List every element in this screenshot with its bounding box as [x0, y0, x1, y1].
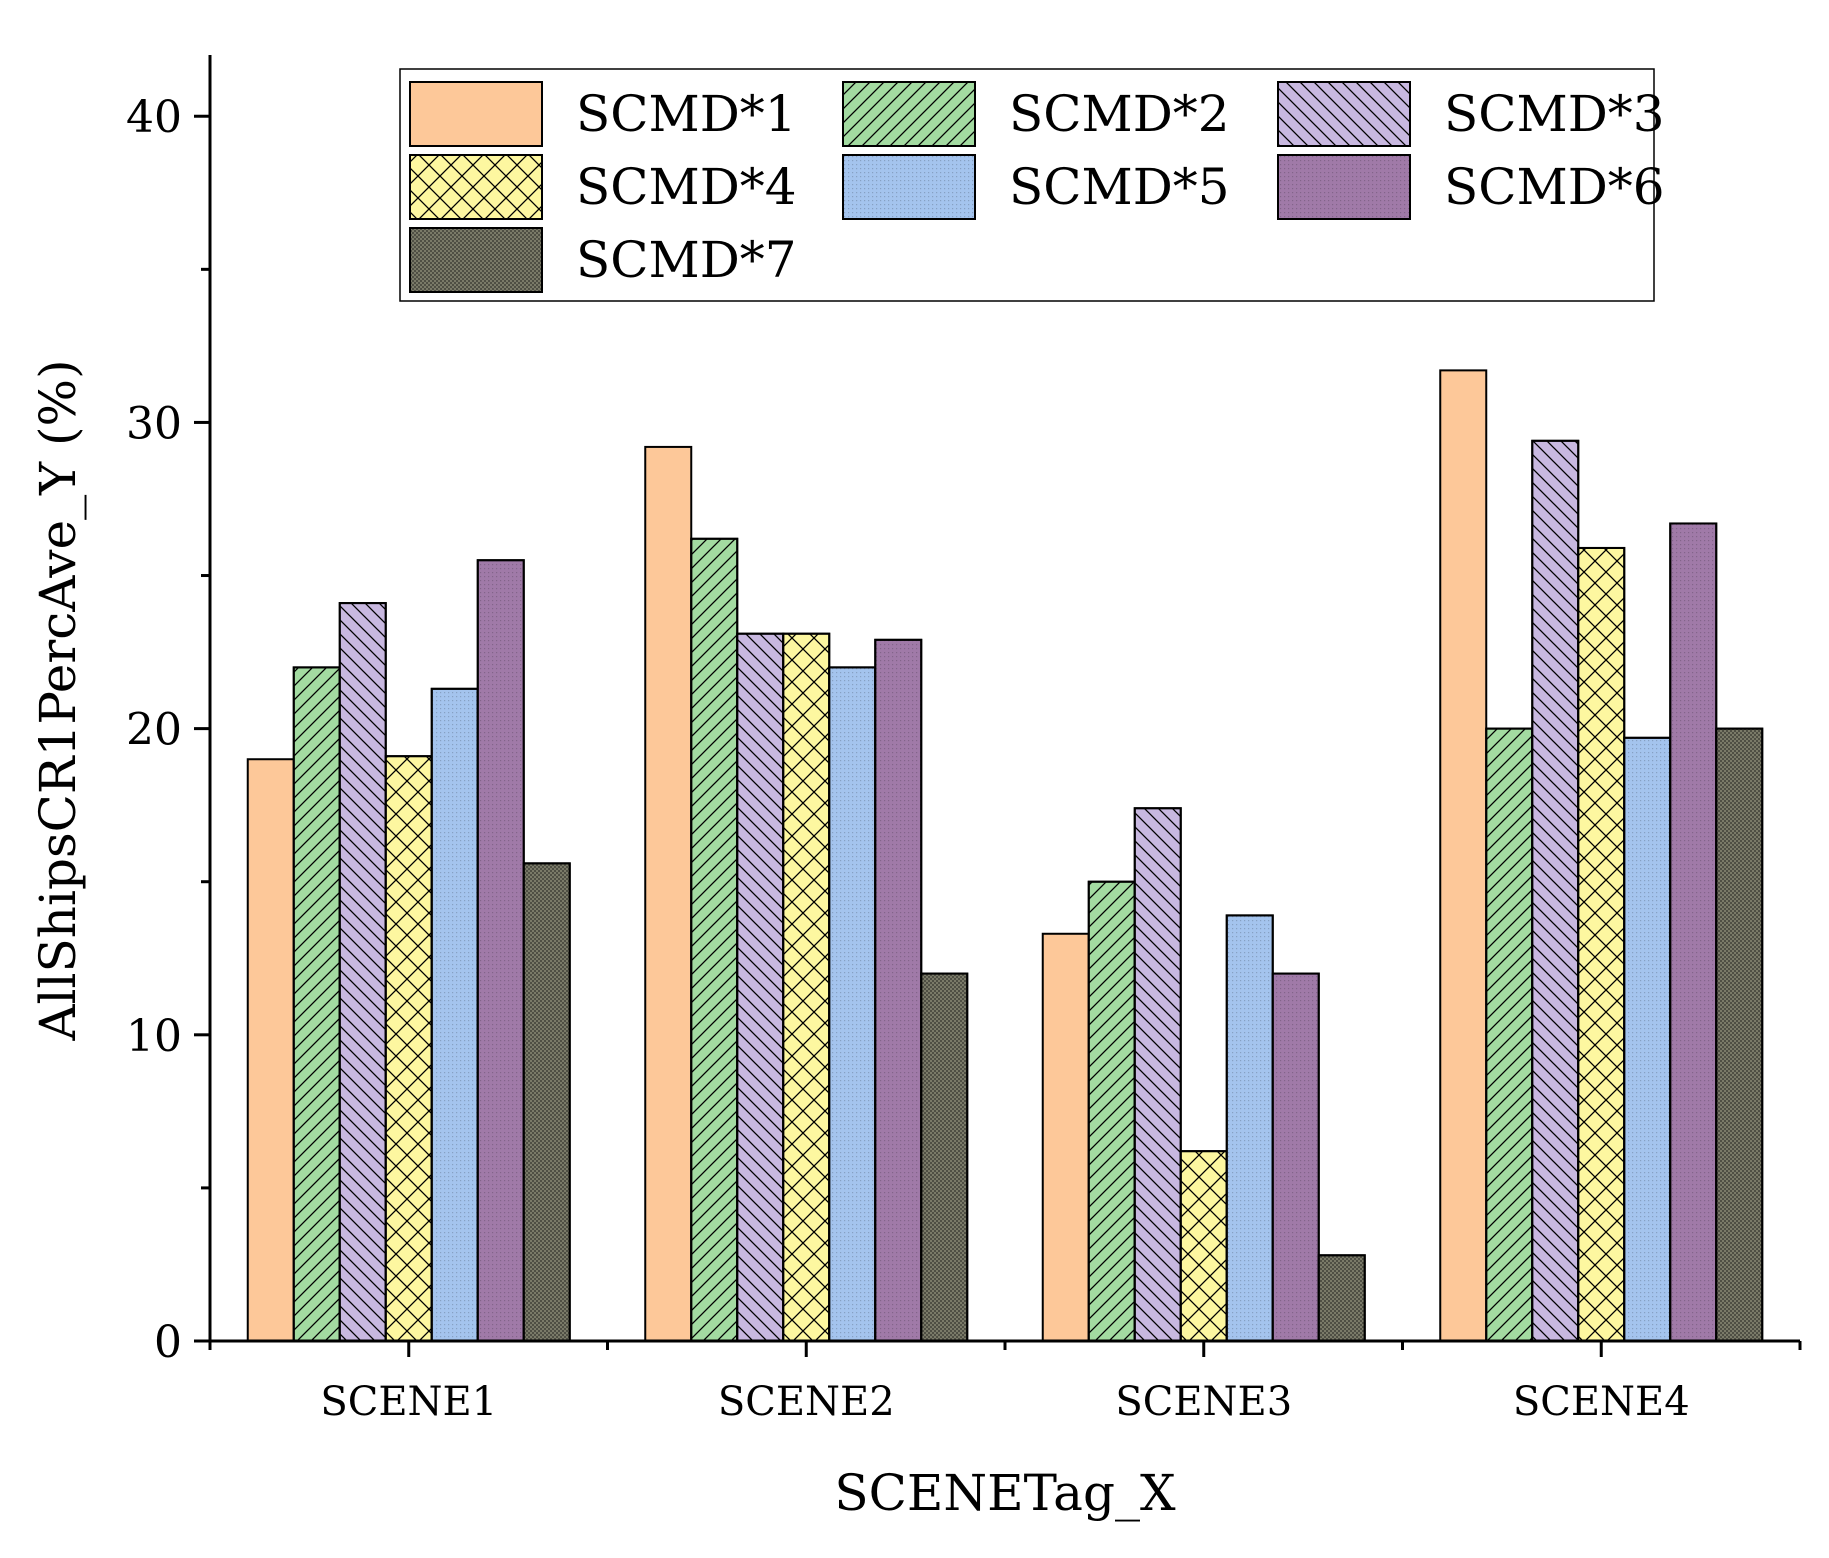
y-tick-label: 20	[126, 705, 182, 756]
bar-pattern-scene4-series-2	[1485, 727, 1534, 1342]
bar-pattern-scene2-series-7	[920, 972, 969, 1342]
y-tick-label: 10	[126, 1011, 182, 1062]
x-tick-label: SCENE3	[1115, 1379, 1292, 1425]
legend-swatch-pattern	[409, 154, 543, 220]
legend-frame	[399, 68, 1655, 302]
legend-swatch	[409, 81, 543, 147]
bar-pattern-scene2-series-2	[690, 537, 739, 1342]
x-axis-title: SCENETag_X	[834, 1464, 1176, 1522]
legend-label: SCMD*6	[1444, 158, 1665, 216]
bar-pattern-scene4-series-5	[1623, 736, 1672, 1342]
bar-pattern-scene2-series-5	[828, 666, 877, 1342]
legend-swatch-pattern	[842, 81, 976, 147]
bar-pattern-scene4-series-6	[1669, 522, 1718, 1342]
bars-layer	[246, 369, 1764, 1343]
legend-item-series-3: SCMD*3	[1277, 81, 1665, 147]
axes: 0 10 20 30 40 SCENE1 SCENE2 SCENE3 SCENE4	[126, 55, 1802, 1425]
bar-pattern-scene2-series-4	[782, 632, 831, 1342]
bar-pattern-scene4-series-3	[1531, 439, 1580, 1342]
legend-swatch-pattern	[1277, 81, 1411, 147]
legend-label: SCMD*4	[576, 158, 797, 216]
bar-pattern-scene3-series-3	[1133, 807, 1182, 1342]
y-axis-title: AllShipsCR1PercAve_Y (%)	[29, 359, 87, 1041]
y-tick-label: 0	[154, 1317, 182, 1368]
legend-item-series-1: SCMD*1	[409, 81, 797, 147]
bar-pattern-scene3-series-6	[1271, 972, 1320, 1342]
legend: SCMD*1 SCMD*2 SCMD*3 SCMD*4 SCMD*5 SCMD*6 SCMD…	[399, 68, 1665, 302]
bar-pattern-scene3-series-5	[1225, 914, 1274, 1343]
legend-label: SCMD*7	[576, 231, 797, 289]
legend-item-series-4: SCMD*4	[409, 154, 797, 220]
legend-item-series-7: SCMD*7	[409, 227, 797, 293]
y-tick-label: 30	[126, 398, 182, 449]
legend-item-series-2: SCMD*2	[842, 81, 1230, 147]
legend-label: SCMD*3	[1444, 85, 1665, 143]
bar-pattern-scene1-series-7	[522, 862, 571, 1342]
x-tick-label: SCENE2	[718, 1379, 895, 1425]
bar-pattern-scene3-series-4	[1179, 1150, 1228, 1342]
legend-items: SCMD*1 SCMD*2 SCMD*3 SCMD*4 SCMD*5 SCMD*6 SCMD…	[409, 81, 1665, 293]
legend-item-series-6: SCMD*6	[1277, 154, 1665, 220]
legend-label: SCMD*2	[1009, 85, 1230, 143]
legend-swatch-pattern	[1277, 154, 1411, 220]
bar-pattern-scene3-series-7	[1317, 1254, 1366, 1343]
bar-scene3-series-1	[1041, 932, 1090, 1342]
y-tick-label: 40	[126, 92, 182, 143]
legend-label: SCMD*1	[576, 85, 797, 143]
bar-pattern-scene2-series-3	[736, 632, 785, 1342]
bar-pattern-scene1-series-6	[476, 559, 525, 1342]
bar-pattern-scene1-series-2	[292, 666, 341, 1342]
bar-pattern-scene1-series-3	[338, 602, 387, 1342]
bar-pattern-scene3-series-2	[1087, 880, 1136, 1342]
bar-pattern-scene4-series-7	[1715, 727, 1764, 1342]
bar-scene4-series-1	[1439, 369, 1488, 1342]
x-ticks: SCENE1 SCENE2 SCENE3 SCENE4	[208, 1341, 1802, 1425]
legend-swatch-pattern	[409, 227, 543, 293]
bar-pattern-scene4-series-4	[1577, 546, 1626, 1342]
legend-swatch-pattern	[842, 154, 976, 220]
legend-label: SCMD*5	[1009, 158, 1230, 216]
bar-scene1-series-1	[246, 758, 295, 1342]
x-tick-label: SCENE1	[320, 1379, 497, 1425]
bar-scene2-series-1	[644, 445, 693, 1342]
y-ticks: 0 10 20 30 40	[126, 92, 210, 1368]
bar-pattern-scene1-series-4	[384, 755, 433, 1342]
bar-pattern-scene1-series-5	[430, 687, 479, 1342]
legend-item-series-5: SCMD*5	[842, 154, 1230, 220]
x-tick-label: SCENE4	[1513, 1379, 1690, 1425]
bar-pattern-scene2-series-6	[874, 638, 923, 1342]
